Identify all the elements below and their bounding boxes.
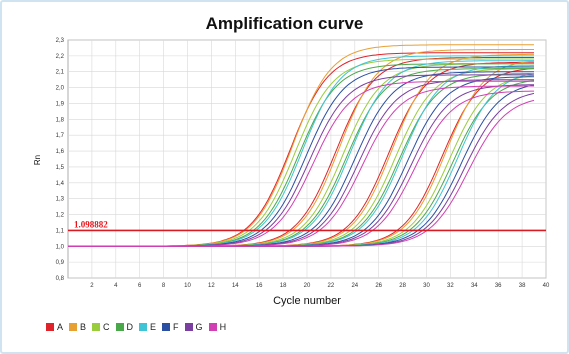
y-tick-label: 1,7 [56, 133, 65, 139]
x-tick-label: 26 [375, 283, 382, 289]
legend-swatch [115, 323, 124, 331]
x-tick-label: 28 [399, 283, 406, 289]
legend-swatch [184, 323, 193, 331]
x-tick-label: 32 [447, 283, 454, 289]
y-tick-label: 1,9 [56, 101, 65, 107]
y-tick-label: 1,4 [56, 181, 65, 187]
x-tick-labels: 2 4 6 8 10 12 14 16 18 20 22 24 26 28 30 32 34 36 38 40 [90, 283, 550, 289]
legend-item-f: F [162, 322, 179, 332]
y-axis-title: Rn [33, 155, 42, 165]
legend-item-d: D [115, 322, 134, 332]
legend-item-g: G [184, 322, 203, 332]
legend-label: A [57, 322, 64, 332]
legend-item-h: H [208, 322, 227, 332]
x-tick-label: 24 [351, 283, 358, 289]
legend-item-e: E [139, 322, 156, 332]
legend-item-c: C [92, 322, 110, 332]
legend-label: E [150, 322, 157, 332]
curve-h [68, 99, 535, 247]
y-tick-label: 2,0 [56, 86, 65, 92]
x-tick-label: 2 [90, 283, 94, 289]
y-tick-label: 1,3 [56, 197, 65, 203]
x-tick-label: 22 [328, 283, 335, 289]
legend-item-b: B [69, 322, 86, 332]
x-tick-label: 12 [208, 283, 215, 289]
x-tick-label: 10 [184, 283, 191, 289]
legend-label: C [103, 322, 110, 332]
legend-swatch [162, 323, 171, 331]
y-tick-labels: 0,8 0,9 1,0 1,1 1,2 1,3 1,4 1,5 1,6 1,7 1,8 1,9 2,0 2… [56, 38, 65, 282]
y-tick-label: 0,9 [56, 260, 65, 266]
x-tick-label: 14 [232, 283, 239, 289]
legend-swatch [46, 323, 54, 331]
x-tick-label: 30 [423, 283, 430, 289]
y-tick-label: 1,8 [56, 117, 65, 123]
legend-label: F [173, 322, 179, 332]
x-tick-label: 6 [138, 283, 142, 289]
x-tick-label: 34 [471, 283, 478, 289]
x-tick-label: 36 [495, 283, 502, 289]
legend-label: B [80, 322, 87, 332]
legend-swatch [69, 323, 78, 331]
x-tick-label: 8 [162, 283, 166, 289]
x-tick-label: 16 [256, 283, 263, 289]
legend-item-a: A [46, 322, 63, 332]
legend-swatch [92, 323, 101, 331]
y-tick-label: 2,2 [56, 54, 65, 60]
legend-label: H [219, 322, 227, 332]
y-tick-label: 2,1 [56, 70, 65, 76]
legend-swatch [208, 323, 217, 331]
y-tick-label: 1,6 [56, 149, 65, 155]
threshold-label: 1.098882 [74, 219, 108, 229]
x-tick-label: 18 [280, 283, 287, 289]
x-tick-label: 20 [304, 283, 311, 289]
y-tick-label: 1,2 [56, 213, 65, 219]
x-axis-title: Cycle number [273, 295, 341, 307]
y-tick-label: 1,5 [56, 165, 65, 171]
x-tick-label: 4 [114, 283, 118, 289]
y-tick-label: 1,1 [56, 228, 65, 234]
x-tick-label: 40 [543, 283, 550, 289]
legend: A B C D E F G H [46, 322, 226, 332]
legend-label: D [126, 322, 134, 332]
legend-label: G [195, 322, 203, 332]
chart-title: Amplification curve [205, 14, 364, 33]
y-tick-label: 0,8 [56, 276, 65, 282]
y-tick-label: 2,3 [56, 38, 65, 44]
x-tick-label: 38 [519, 283, 526, 289]
amplification-curves [68, 44, 535, 247]
legend-swatch [139, 323, 148, 331]
y-tick-label: 1,0 [56, 244, 65, 250]
